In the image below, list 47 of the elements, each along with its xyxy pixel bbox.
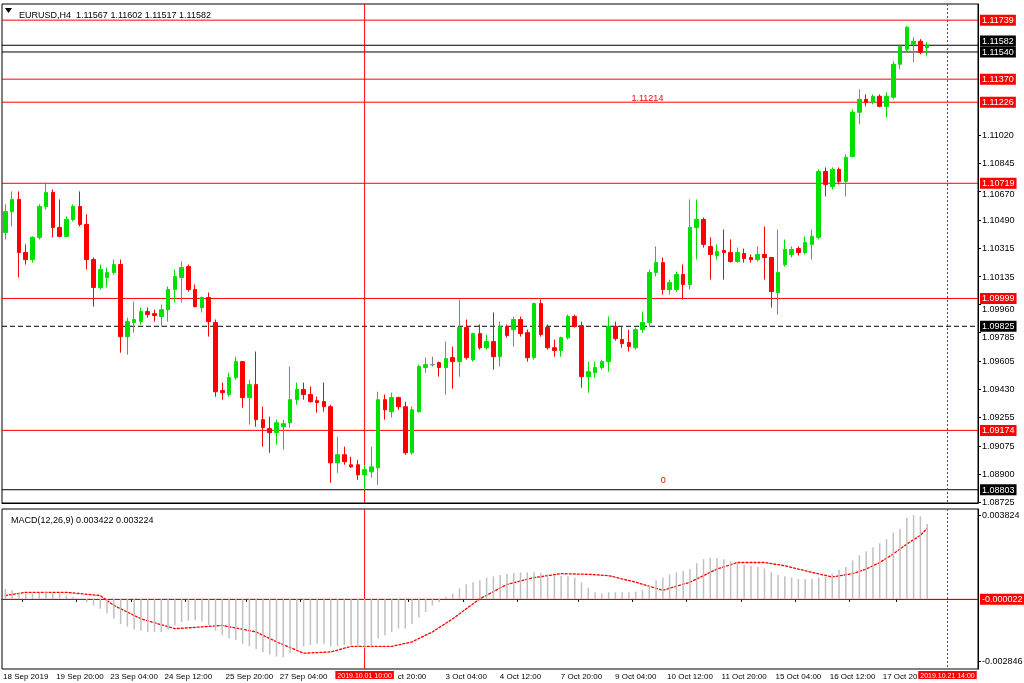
x-tick-label: 23 Sep 04:00 [110, 671, 159, 681]
x-tick-label: 15 Oct 04:00 [775, 671, 822, 681]
ref-line-label: 1.08803 [982, 484, 1015, 495]
y-tick-label: 1.09255 [982, 412, 1015, 423]
y-tick-label: 1.10490 [982, 214, 1015, 225]
y-tick-label: -0.002846 [982, 656, 1023, 667]
y-tick-label: 1.09960 [982, 304, 1015, 315]
x-tick-label: 25 Sep 20:00 [225, 671, 274, 681]
text: EURUSD,H4 1.11567 1.11602 1.11517 1.11582 [19, 9, 211, 20]
y-tick-label: 1.09785 [982, 332, 1015, 343]
x-tick-label: 19 Sep 20:00 [56, 671, 105, 681]
ref-line-label: -0.000022 [982, 594, 1023, 605]
x-tick-label: 24 Sep 12:00 [164, 671, 213, 681]
ref-line-label: 1.09174 [982, 425, 1015, 436]
y-tick-label: 1.09605 [982, 356, 1015, 367]
x-tick-label: 10 Oct 12:00 [667, 671, 714, 681]
ref-line-label: 1.11739 [982, 15, 1014, 26]
x-tick-label: 11 Oct 20:00 [721, 671, 768, 681]
y-tick-label: 1.09075 [982, 441, 1015, 452]
y-tick-label: 0.003824 [982, 510, 1020, 521]
text: MACD(12,26,9) 0.003422 0.003224 [11, 514, 154, 525]
y-tick-label: 1.11020 [982, 130, 1014, 141]
y-tick-label: 1.10135 [982, 271, 1015, 282]
x-tick-label: 7 Oct 20:00 [560, 671, 603, 681]
ref-line-label: 1.09999 [982, 293, 1015, 304]
ref-line-label: 1.11226 [982, 97, 1014, 108]
x-tick-label: 27 Sep 04:00 [279, 671, 328, 681]
y-tick-label: 1.08725 [982, 497, 1015, 508]
ref-line-label: 1.11582 [982, 35, 1014, 46]
x-tick-label: 18 Sep 2019 [3, 671, 49, 681]
y-tick-label: 1.10315 [982, 242, 1015, 253]
y-tick-label: 1.10670 [982, 189, 1015, 200]
x-tick-label: 4 Oct 12:00 [499, 671, 542, 681]
ref-line-label: 1.11370 [982, 74, 1014, 85]
x-tick-label: 17 Oct 20 [882, 671, 918, 681]
x-tick-label: 3 Oct 04:00 [445, 671, 488, 681]
x-tick-label: ct 20:00 [397, 671, 427, 681]
y-tick-label: 1.10845 [982, 158, 1015, 169]
x-tick-label: 9 Oct 04:00 [615, 671, 657, 681]
x-tick-label: 16 Oct 12:00 [829, 671, 877, 681]
annotation: 1.11214 [631, 93, 664, 104]
ref-line-label: 1.11540 [982, 46, 1014, 57]
y-tick-label: 1.09430 [982, 384, 1015, 395]
annotation: 0 [660, 475, 666, 486]
y-tick-label: 1.08900 [982, 469, 1015, 480]
ref-line-label: 1.09825 [982, 321, 1015, 332]
ref-line-label: 1.10719 [982, 178, 1015, 189]
